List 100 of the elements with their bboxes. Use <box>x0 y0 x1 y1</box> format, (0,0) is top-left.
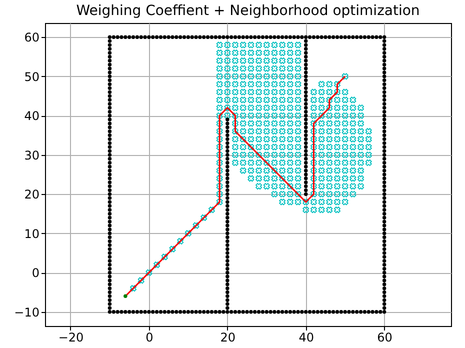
point <box>318 112 325 119</box>
point <box>294 65 302 72</box>
point <box>226 192 230 196</box>
point <box>342 167 348 174</box>
point <box>310 198 317 206</box>
point <box>256 136 262 142</box>
point <box>318 198 325 206</box>
point <box>326 104 333 112</box>
point <box>358 136 364 142</box>
point <box>294 104 302 112</box>
point <box>342 128 348 135</box>
point <box>342 104 348 112</box>
point <box>224 57 231 64</box>
point <box>263 88 270 96</box>
point <box>310 128 317 135</box>
point <box>304 156 308 161</box>
point <box>256 167 262 174</box>
point <box>226 118 230 122</box>
point <box>248 104 254 112</box>
point <box>365 136 372 142</box>
point <box>279 136 286 142</box>
point <box>161 254 168 260</box>
y-tick-label: 40 <box>24 109 40 124</box>
point <box>310 120 317 127</box>
point <box>216 167 223 174</box>
point <box>334 120 340 127</box>
x-tick-label: 0 <box>146 330 154 344</box>
point <box>240 42 246 48</box>
point <box>256 183 262 190</box>
point <box>365 152 372 158</box>
y-tick-label: 20 <box>24 188 40 202</box>
point <box>350 144 356 150</box>
point <box>358 152 364 158</box>
point <box>224 73 231 80</box>
point <box>358 120 364 127</box>
point <box>240 50 246 56</box>
point <box>342 112 348 119</box>
point <box>226 224 230 228</box>
point <box>240 136 246 142</box>
point <box>279 152 286 158</box>
point <box>240 159 246 166</box>
point <box>304 192 308 196</box>
point <box>334 104 340 112</box>
point <box>286 73 294 80</box>
point <box>310 88 317 96</box>
point <box>271 42 278 48</box>
point <box>294 120 302 127</box>
point <box>248 112 254 119</box>
point <box>240 104 246 112</box>
point <box>256 80 262 88</box>
point <box>304 90 308 94</box>
point <box>279 167 286 174</box>
point <box>294 73 302 80</box>
point <box>326 136 333 142</box>
point <box>342 175 348 182</box>
point <box>326 88 333 96</box>
point <box>350 136 356 142</box>
point <box>350 183 356 190</box>
point <box>286 88 294 96</box>
point <box>226 302 230 306</box>
point <box>286 104 294 112</box>
point <box>304 122 308 126</box>
point <box>226 270 230 274</box>
point <box>318 206 325 214</box>
point <box>232 144 238 150</box>
point <box>226 262 230 267</box>
point <box>318 175 325 182</box>
point <box>302 206 310 214</box>
point <box>310 190 317 198</box>
point <box>310 104 317 112</box>
point <box>226 149 230 153</box>
point <box>294 57 302 64</box>
point <box>240 73 246 80</box>
point <box>263 167 270 174</box>
point <box>318 144 325 150</box>
point <box>224 112 231 119</box>
point <box>310 144 317 150</box>
point <box>304 47 308 51</box>
point <box>226 235 230 240</box>
point <box>310 96 317 104</box>
point <box>318 96 325 104</box>
point <box>232 159 238 166</box>
point <box>304 110 308 114</box>
point <box>216 175 223 182</box>
point <box>226 247 230 251</box>
point <box>263 128 270 135</box>
point <box>226 255 230 259</box>
point <box>358 183 364 190</box>
y-tick-label: 50 <box>24 70 40 84</box>
point <box>350 128 356 135</box>
point <box>263 136 270 142</box>
point <box>248 65 254 72</box>
point <box>286 42 294 48</box>
point <box>350 104 356 112</box>
y-tick-label: −10 <box>14 305 40 320</box>
point <box>304 70 308 74</box>
point <box>286 112 294 119</box>
point <box>326 190 333 198</box>
point <box>271 104 278 112</box>
point <box>216 50 223 56</box>
